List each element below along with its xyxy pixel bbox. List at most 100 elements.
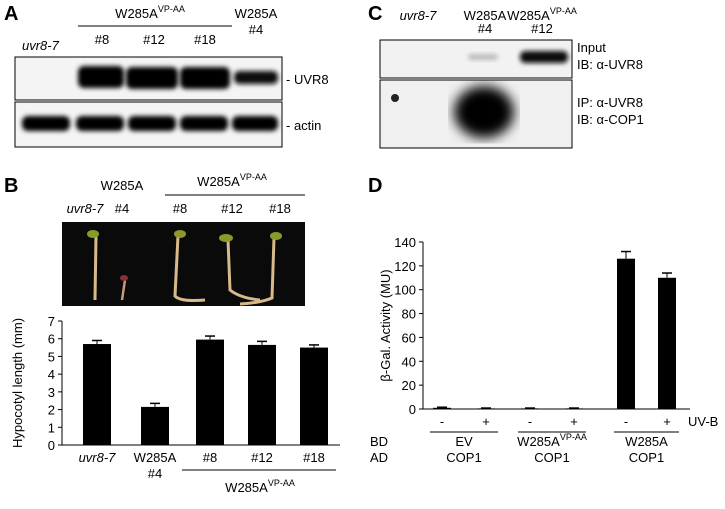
label-sup: W285AVP-AA — [197, 172, 267, 189]
bar — [83, 344, 111, 445]
band — [468, 54, 498, 60]
y-tick-label: 1 — [48, 420, 55, 435]
seedling-photo — [62, 222, 305, 306]
x-tick-label: - — [624, 414, 628, 429]
band — [180, 67, 230, 89]
label-base: W285A — [517, 434, 560, 449]
label: #12 — [143, 32, 165, 47]
group-ad: COP1 — [534, 450, 569, 465]
y-tick-label: 4 — [48, 367, 55, 382]
y-tick-label: 100 — [394, 283, 416, 298]
label: #8 — [173, 201, 187, 216]
label-superscript: VP-AA — [240, 172, 267, 182]
label-base: W285A — [115, 6, 158, 21]
seedling — [173, 235, 206, 302]
y-tick-label: 0 — [409, 402, 416, 417]
cotyledon — [87, 230, 99, 238]
x-tick-label: + — [570, 414, 578, 429]
y-axis-label: Hypocotyl length (mm) — [10, 318, 25, 448]
bar — [658, 277, 676, 409]
label-base: W285A — [197, 174, 240, 189]
label-sup: W285AVP-AA — [517, 432, 587, 449]
label: - actin — [286, 118, 321, 133]
label: #8 — [95, 32, 109, 47]
label: #12 — [221, 201, 243, 216]
bar — [248, 344, 276, 445]
band — [232, 116, 278, 131]
blot-a — [14, 56, 283, 148]
label-superscript: VP-AA — [550, 6, 577, 16]
label: A — [4, 3, 18, 25]
bar — [300, 347, 328, 445]
y-axis-label: β-Gal. Activity (MU) — [378, 269, 393, 381]
band — [126, 67, 178, 89]
band — [234, 71, 278, 84]
label: uvr8-7 — [22, 38, 60, 53]
band — [180, 116, 228, 131]
label: - UVR8 — [286, 72, 329, 87]
label-sup: W285AVP-AA — [115, 4, 185, 21]
x-tick-label: #4 — [148, 466, 162, 481]
label: uvr8-7 — [67, 201, 105, 216]
x-tick-label: - — [528, 414, 532, 429]
label: W285A — [101, 178, 144, 193]
label: C — [368, 3, 382, 25]
cotyledon — [270, 232, 282, 240]
seedling — [120, 279, 127, 301]
treatment-label: UV-B — [688, 414, 718, 429]
band — [22, 116, 70, 131]
x-tick-label: - — [440, 414, 444, 429]
group-bd: W285A — [625, 434, 668, 449]
x-tick-label: #18 — [303, 450, 325, 465]
bar — [196, 339, 224, 445]
label: #18 — [269, 201, 291, 216]
group-ad: COP1 — [629, 450, 664, 465]
label: B — [4, 175, 18, 197]
y-tick-label: 40 — [402, 354, 416, 369]
seedling — [226, 239, 261, 302]
cotyledon — [174, 230, 186, 238]
group-ad: COP1 — [446, 450, 481, 465]
band — [454, 86, 514, 138]
y-tick-label: 140 — [394, 235, 416, 250]
x-tick-label: W285A — [134, 450, 177, 465]
bar — [617, 258, 635, 409]
label: #4 — [249, 22, 263, 37]
y-tick-label: 2 — [48, 403, 55, 418]
label: #18 — [194, 32, 216, 47]
x-tick-label: #8 — [203, 450, 217, 465]
spot — [391, 94, 399, 102]
cotyledon — [219, 234, 233, 242]
bar — [433, 407, 451, 409]
label: W285A — [235, 6, 278, 21]
label-sup: W285AVP-AA — [507, 6, 577, 23]
label: IP: α-UVR8 — [577, 95, 643, 110]
label: IB: α-COP1 — [577, 112, 644, 127]
band — [128, 116, 176, 131]
y-tick-label: 6 — [48, 332, 55, 347]
x-tick-label: #12 — [251, 450, 273, 465]
y-tick-label: 5 — [48, 349, 55, 364]
label: D — [368, 175, 382, 197]
label-superscript: VP-AA — [158, 4, 185, 14]
row-label: BD — [370, 434, 388, 449]
band — [78, 66, 124, 88]
cotyledon — [120, 275, 128, 281]
label: #4 — [115, 201, 129, 216]
y-tick-label: 3 — [48, 385, 55, 400]
label: #4 — [478, 21, 492, 36]
y-tick-label: 120 — [394, 259, 416, 274]
seedling — [239, 237, 276, 306]
band — [76, 116, 124, 131]
label: Input — [577, 40, 606, 55]
x-tick-label: + — [482, 414, 490, 429]
y-tick-label: 20 — [402, 378, 416, 393]
y-tick-label: 7 — [48, 314, 55, 329]
label-base: W285A — [507, 8, 550, 23]
y-tick-label: 80 — [402, 307, 416, 322]
band — [520, 51, 568, 63]
label: uvr8-7 — [400, 8, 438, 23]
x-tick-label: + — [663, 414, 671, 429]
blot-c — [379, 39, 573, 149]
label-base: W285A — [225, 480, 268, 495]
